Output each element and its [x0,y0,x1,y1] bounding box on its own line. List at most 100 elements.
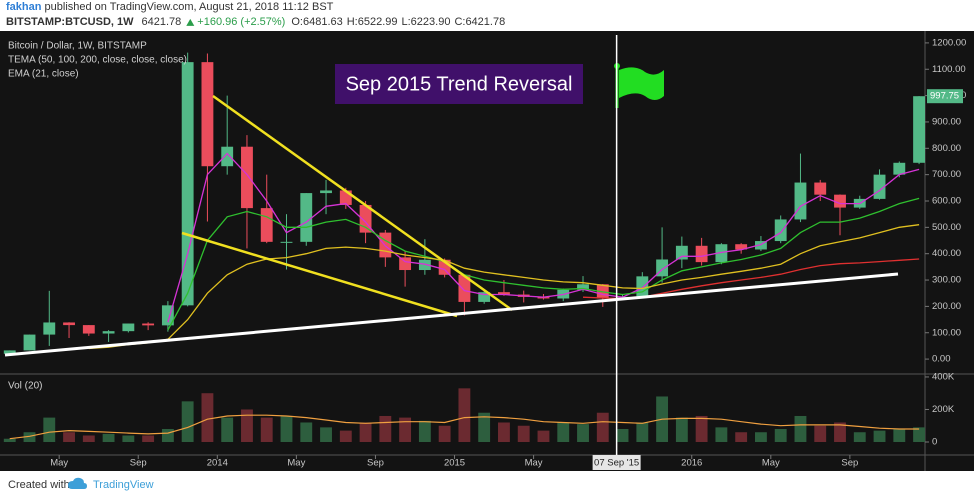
user[interactable]: fakhan [6,1,42,13]
candle-body [221,146,234,167]
x-tick-label: May [525,458,543,469]
volume-bar [399,417,412,442]
candle-body [577,284,589,290]
candle-body [320,190,332,194]
y-tick-label: 100.00 [932,327,961,338]
header-line: fakhan published on TradingView.com, Aug… [6,1,334,13]
candle-body [359,204,372,233]
x-tick-label: 2016 [681,458,702,469]
indicator-line [167,197,920,331]
flag-cloth [619,67,664,100]
y-tick-label: 300.00 [932,275,961,286]
candle-body [280,241,293,243]
volume-bar [3,438,16,442]
last: 6421.78 [142,16,182,28]
volume-bar [339,430,352,442]
candle-body [478,292,491,302]
y-tick-label: 200K [932,404,955,415]
indicator-legend: TEMA (50, 100, 200, close, close, close) [8,55,187,66]
candle-body [834,194,846,208]
marker-label: 07 Sep '15 [594,458,639,469]
candle-body [498,292,510,295]
volume-ma [9,414,920,440]
volume-bar [478,412,491,442]
last-price-tag [927,89,963,104]
candle-body [201,62,214,167]
chart-background [0,31,974,471]
x-tick-label: May [50,458,68,469]
change: +160.96 (+2.57%) [197,16,285,28]
candle-body [675,245,688,260]
candle-body [695,245,708,263]
footer-brand[interactable]: TradingView [93,479,154,491]
candle-body [873,174,886,199]
volume-bar [221,417,234,442]
candle-body [735,244,748,250]
volume-bar [23,432,36,442]
volume-bar [201,393,214,442]
volume-bar [418,420,431,442]
volume-bar [873,430,886,442]
volume-bar [438,425,451,442]
volume-bar [63,432,75,442]
candle-body [636,276,649,297]
candle-body [63,322,75,326]
footer-created: Created with [8,479,70,491]
x-tick-label: May [287,458,305,469]
candle-body [913,96,925,163]
y-tick-label: 1200.00 [932,37,966,48]
volume-bar [596,412,609,442]
candle-body [23,334,36,351]
volume-bar [320,427,332,442]
y-tick-label: 0.00 [932,354,951,365]
candle-body [458,274,471,302]
y-tick-label: 400.00 [932,248,961,259]
volume-bar [82,435,95,442]
volume-title: Vol (20) [8,381,42,392]
low: L:6223.90 [402,16,451,28]
x-tick-label: 2014 [207,458,228,469]
open: O:6481.63 [291,16,342,28]
candle-body [241,146,253,209]
volume-bar [557,422,570,442]
volume-bar [794,415,807,442]
candle-body [814,182,827,195]
y-tick-label: 600.00 [932,196,961,207]
volume-bar [280,415,293,442]
indicator-line [88,224,920,350]
y-tick-label: 400K [932,371,955,382]
x-tick-label: 2015 [444,458,465,469]
volume-bar [774,428,787,442]
logo [68,477,87,489]
chart-title: Bitcoin / Dollar, 1W, BITSTAMP [8,41,147,52]
volume-bar [260,417,273,442]
volume-bar [675,417,688,442]
candle-body [82,325,95,334]
support-line [4,272,899,357]
volume-bar [636,422,649,442]
candle-body [418,259,431,271]
high: H:6522.99 [347,16,398,28]
volume-bar [853,432,866,442]
published: published on TradingView.com, August 21,… [45,1,334,13]
volume-bar [43,417,56,442]
trendline [212,94,513,312]
volume-bar [754,432,767,442]
volume-bar [122,435,135,442]
candle-body [893,162,906,175]
volume-bar [181,401,194,442]
x-tick-label: Sep [130,458,147,469]
volume-bar [735,432,748,442]
volume-bar [616,428,629,442]
volume-bar [161,428,174,442]
volume-bar [379,415,392,442]
y-tick-label: 700.00 [932,169,961,180]
candle-body [161,305,174,326]
volume-bar [142,435,155,442]
volume-bar [715,427,728,442]
x-tick-label: Sep [841,458,858,469]
volume-bar [102,433,115,442]
volume-bar [893,428,906,442]
trendline [181,231,458,318]
candle-body [438,259,451,275]
